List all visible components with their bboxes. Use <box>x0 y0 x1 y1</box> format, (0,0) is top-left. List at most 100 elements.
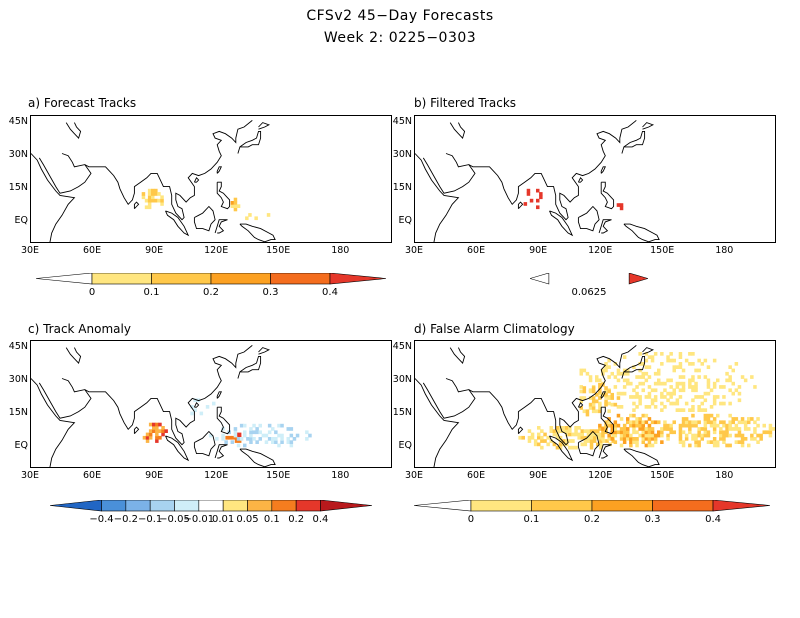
data-cell <box>579 396 583 400</box>
data-cell <box>255 427 259 431</box>
data-cell <box>289 440 294 444</box>
data-cell <box>274 430 278 435</box>
data-cell <box>601 433 605 438</box>
data-cell <box>650 443 655 448</box>
data-cell <box>644 443 649 448</box>
data-cell <box>155 426 159 430</box>
data-cell <box>574 426 578 430</box>
data-cell <box>233 427 238 431</box>
coastline <box>600 181 615 210</box>
data-cell <box>747 443 751 448</box>
data-cell <box>756 433 760 438</box>
data-cell <box>638 417 642 421</box>
colorbar-label: 0.05 <box>236 514 259 525</box>
data-cell <box>712 430 717 435</box>
data-cell <box>252 423 256 428</box>
lon-tick-label: 90E <box>145 470 164 481</box>
data-cell <box>558 435 563 440</box>
data-cell <box>604 362 608 366</box>
data-cell <box>750 375 754 379</box>
coastline <box>449 122 466 139</box>
data-cell <box>148 432 153 437</box>
data-cell <box>295 433 300 438</box>
data-cell <box>599 439 603 443</box>
data-cell <box>616 203 621 207</box>
data-cell <box>527 435 532 440</box>
data-cell <box>613 440 618 444</box>
data-cell <box>669 385 673 389</box>
data-cell <box>725 430 729 435</box>
data-cell <box>722 395 726 399</box>
data-cell <box>660 362 664 366</box>
data-cell <box>768 433 773 438</box>
data-cell <box>660 430 664 435</box>
data-cell <box>678 440 683 444</box>
data-cell <box>635 443 639 448</box>
data-cell <box>599 432 603 437</box>
data-cell <box>672 388 676 393</box>
data-cell <box>740 433 745 438</box>
data-cell <box>595 378 599 383</box>
data-cell <box>663 381 667 386</box>
colorbar-label: −0.4 <box>89 514 114 525</box>
data-cell <box>647 375 652 379</box>
data-cell <box>737 391 742 396</box>
coastline <box>258 122 271 130</box>
data-cell <box>286 427 290 431</box>
data-cell <box>595 409 599 414</box>
data-cell <box>160 202 164 206</box>
data-cell <box>719 385 723 389</box>
data-cell <box>585 412 590 417</box>
data-cell <box>712 417 717 421</box>
data-cell <box>582 386 587 390</box>
data-cell <box>619 427 624 431</box>
data-cell <box>653 395 658 399</box>
data-cell <box>638 398 642 403</box>
data-cell <box>144 198 149 203</box>
colorbar-label: 0.1 <box>523 514 540 525</box>
data-cell <box>675 408 680 412</box>
data-cell <box>292 437 297 441</box>
data-cell <box>571 432 575 437</box>
data-cell <box>635 430 639 435</box>
data-cell <box>601 371 605 376</box>
data-cell <box>675 401 680 406</box>
data-cell <box>681 388 686 393</box>
data-cell <box>249 433 253 438</box>
data-cell <box>607 365 611 369</box>
data-cell <box>644 352 649 356</box>
data-cell <box>626 371 630 376</box>
data-cell <box>154 198 158 203</box>
data-cell <box>274 440 278 444</box>
data-cell <box>622 378 627 383</box>
colorbar-label: 0.2 <box>584 514 600 525</box>
lon-tick-label: 90E <box>529 470 548 481</box>
data-cell <box>675 398 680 403</box>
data-cell <box>688 362 692 366</box>
data-cell <box>657 420 661 425</box>
data-cell <box>604 399 608 404</box>
data-cell <box>605 439 609 443</box>
data-cell <box>616 430 621 435</box>
data-cell <box>688 378 692 383</box>
data-cell <box>644 433 649 438</box>
panel-a-label: a) Forecast Tracks <box>28 96 137 110</box>
data-cell <box>552 432 557 437</box>
data-cell <box>697 440 701 444</box>
data-cell <box>647 395 652 399</box>
data-cell <box>619 443 624 448</box>
data-cell <box>626 437 630 441</box>
data-cell <box>647 417 652 421</box>
data-cell <box>716 440 720 444</box>
data-cell <box>641 440 645 444</box>
coastline <box>623 448 660 467</box>
data-cell <box>561 439 566 443</box>
data-cell <box>653 440 658 444</box>
data-cell <box>233 204 238 208</box>
data-cell <box>604 368 608 373</box>
data-cell <box>604 395 608 399</box>
data-cell <box>660 440 664 444</box>
data-cell <box>657 381 661 386</box>
data-cell <box>539 192 543 196</box>
data-cell <box>152 422 156 427</box>
